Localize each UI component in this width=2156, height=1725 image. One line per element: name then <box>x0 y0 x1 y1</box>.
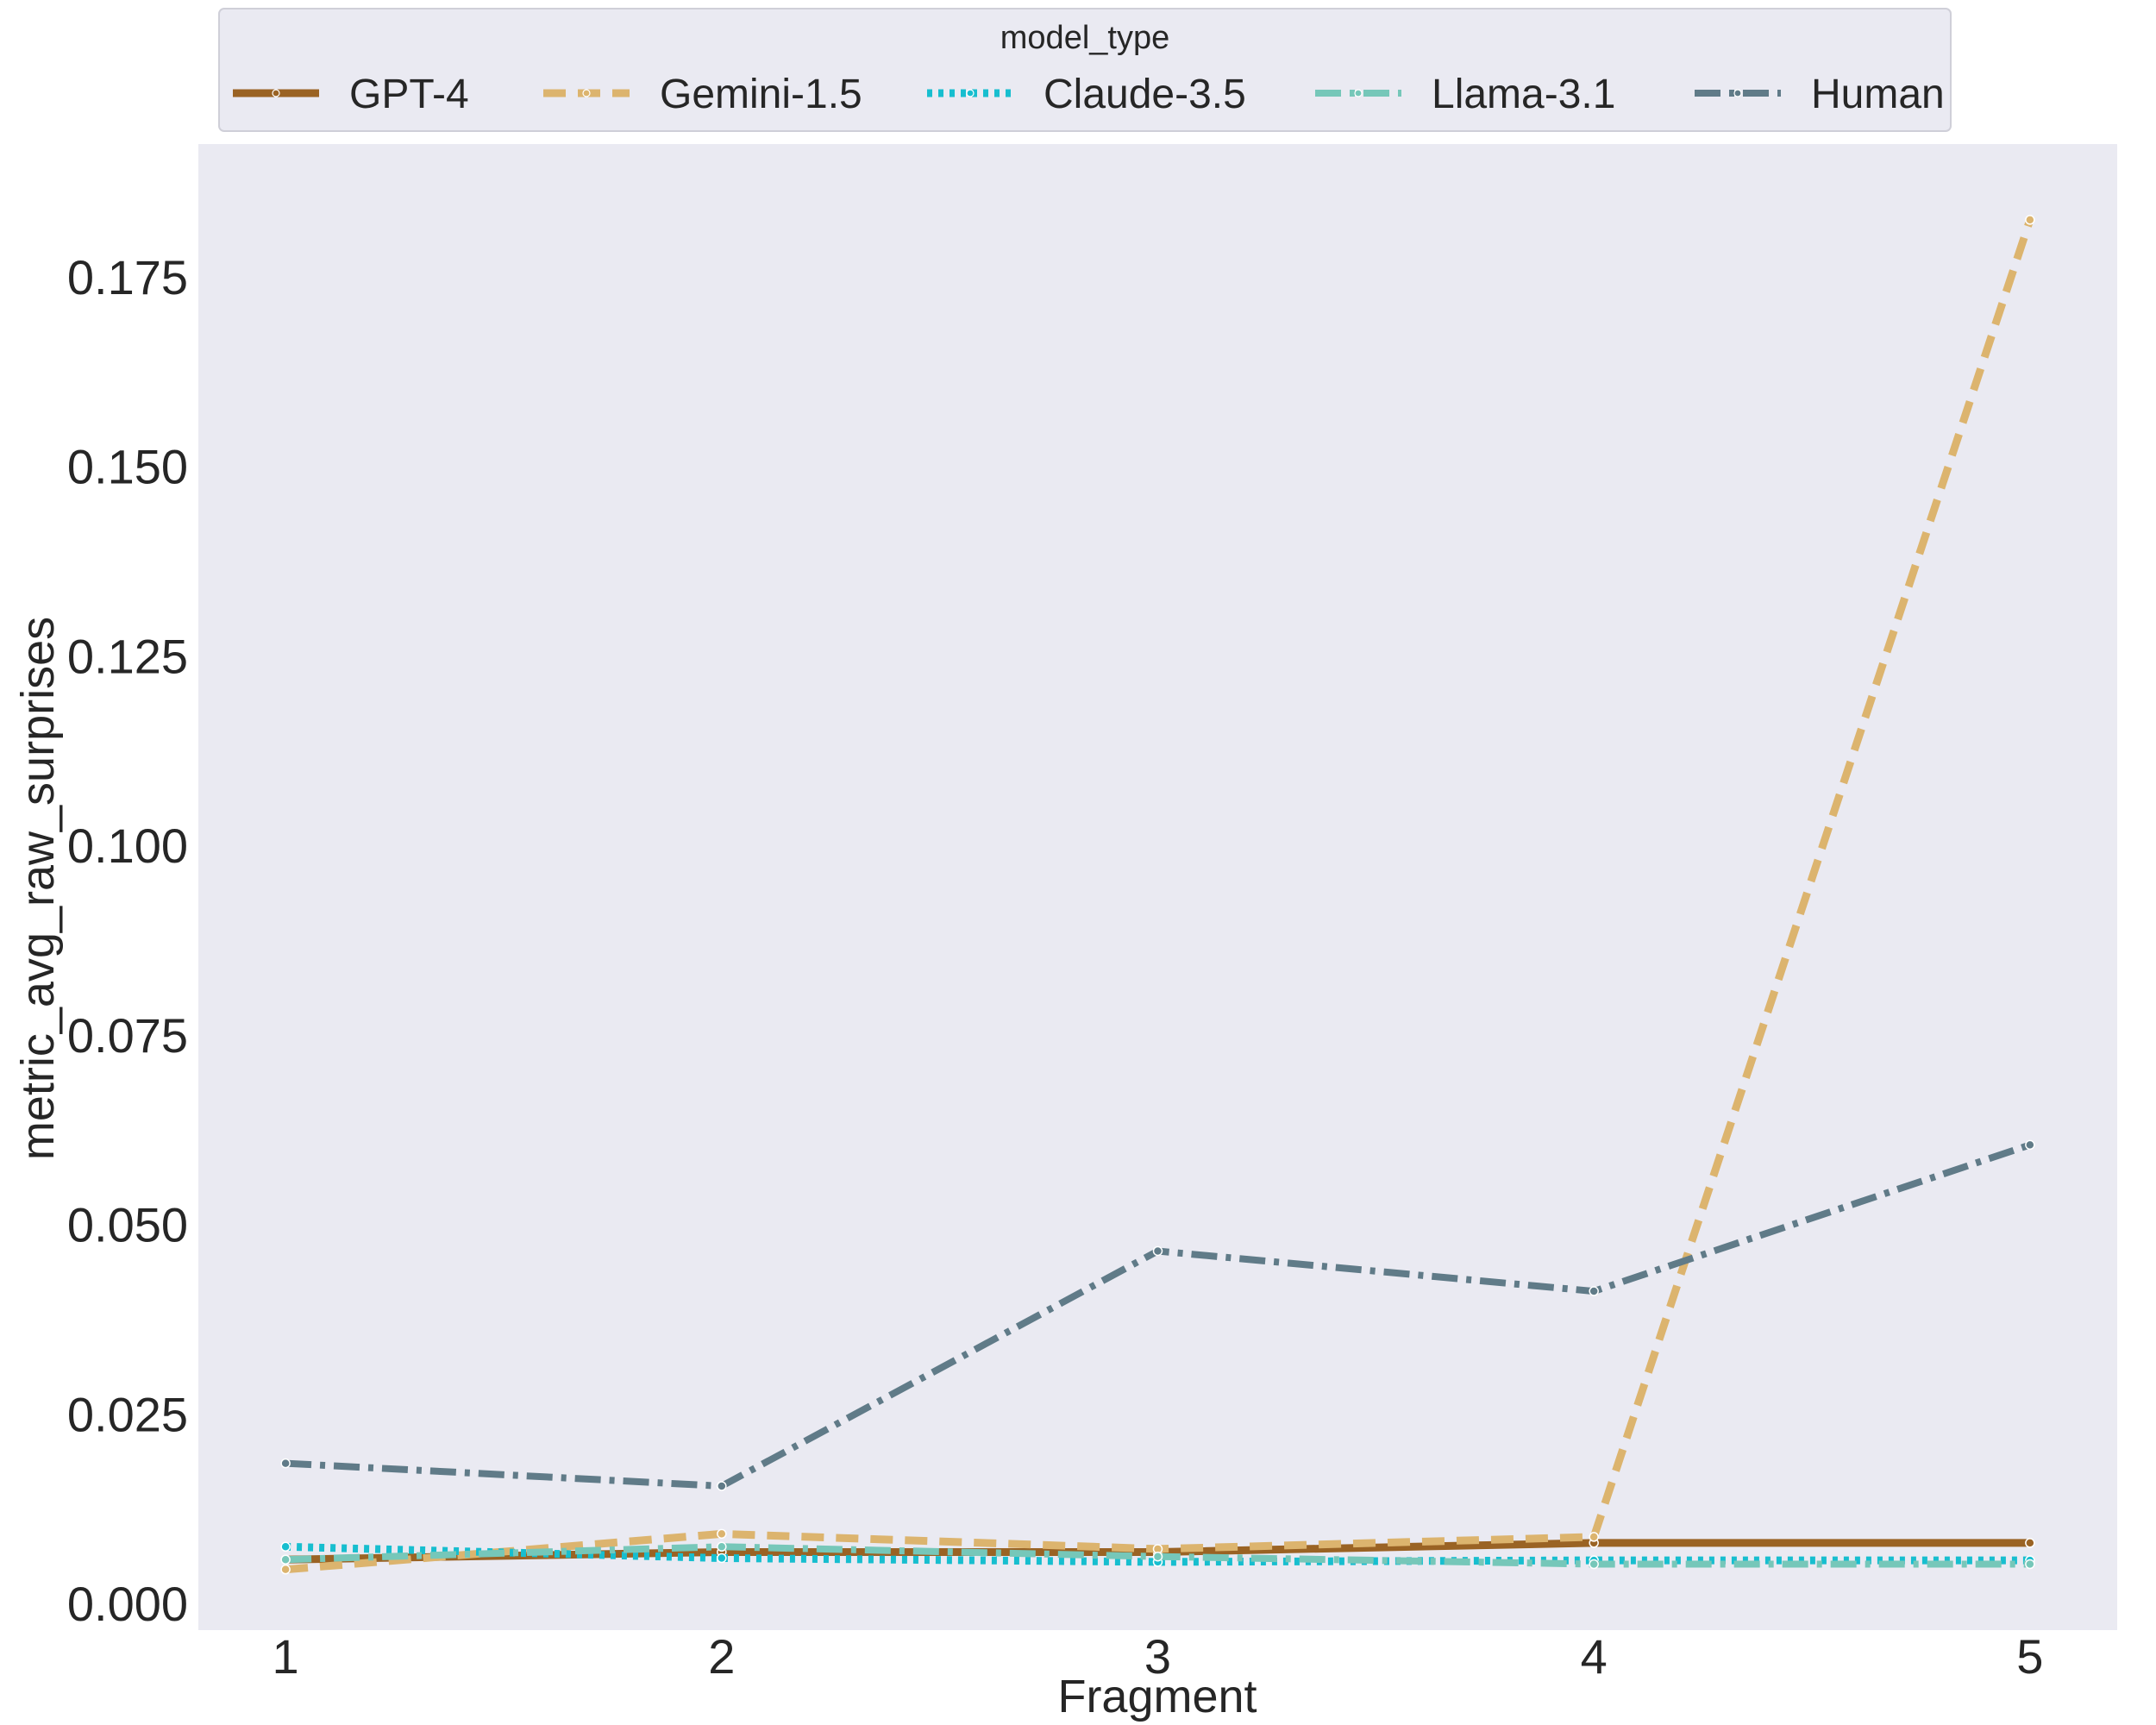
x-tick-label: 5 <box>2016 1629 2043 1684</box>
data-point-claude-3-5 <box>280 1541 291 1552</box>
legend-label-claude-3-5: Claude-3.5 <box>1044 72 1246 117</box>
y-tick-label: 0.025 <box>67 1387 188 1441</box>
data-point-llama-3-1 <box>1152 1551 1163 1562</box>
y-axis-title: metric_avg_raw_surprises <box>12 617 64 1160</box>
data-point-gpt-4 <box>2025 1538 2035 1548</box>
legend-marker-gpt-4 <box>272 89 280 97</box>
data-point-gemini-1-5 <box>280 1564 291 1575</box>
data-point-llama-3-1 <box>280 1554 291 1565</box>
x-tick-label: 3 <box>1144 1629 1171 1684</box>
series-layer <box>280 215 2035 1575</box>
legend-label-gemini-1-5: Gemini-1.5 <box>660 72 862 117</box>
data-point-human <box>2025 1139 2035 1151</box>
y-axis-ticks: 0.000 0.025 0.050 0.075 0.100 0.125 0.150 0.175 <box>67 250 188 1631</box>
legend-label-llama-3-1: Llama-3.1 <box>1432 72 1615 117</box>
data-point-llama-3-1 <box>1589 1559 1599 1570</box>
y-tick-label: 0.125 <box>67 629 188 683</box>
y-tick-label: 0.175 <box>67 250 188 304</box>
y-tick-label: 0.075 <box>67 1008 188 1063</box>
y-tick-label: 0.050 <box>67 1198 188 1252</box>
legend-marker-llama-3-1 <box>1354 89 1363 97</box>
data-point-human <box>1152 1245 1163 1257</box>
data-point-gemini-1-5 <box>1589 1532 1599 1542</box>
legend-label-gpt-4: GPT-4 <box>349 72 469 117</box>
legend-label-human: Human <box>1811 72 1945 117</box>
y-tick-label: 0.000 <box>67 1577 188 1631</box>
legend-marker-claude-3-5 <box>966 89 975 97</box>
x-tick-label: 4 <box>1581 1629 1608 1684</box>
data-point-human <box>717 1481 727 1491</box>
y-tick-label: 0.150 <box>67 440 188 494</box>
data-point-human <box>280 1458 291 1469</box>
data-point-human <box>1589 1286 1599 1296</box>
data-point-gemini-1-5 <box>2025 215 2035 225</box>
legend-title: model_type <box>1000 20 1169 56</box>
plot-background <box>198 144 2117 1630</box>
x-tick-label: 1 <box>273 1629 299 1684</box>
legend-items: GPT-4 Gemini-1.5 Claude-3.5 Llama-3.1 Human <box>233 72 1945 117</box>
legend-marker-human <box>1733 89 1742 97</box>
y-tick-label: 0.100 <box>67 819 188 873</box>
x-axis-ticks: 1 2 3 4 5 <box>273 1629 2044 1684</box>
x-tick-label: 2 <box>708 1629 735 1684</box>
x-axis-title: Fragment <box>1057 1671 1257 1722</box>
data-point-llama-3-1 <box>2025 1559 2035 1570</box>
legend-marker-gemini-1-5 <box>582 89 591 97</box>
data-point-gemini-1-5 <box>717 1528 727 1540</box>
legend-box <box>218 8 1952 132</box>
data-point-claude-3-5 <box>717 1552 727 1564</box>
data-point-llama-3-1 <box>717 1541 727 1552</box>
legend: model_type GPT-4 Gemini-1.5 Claude-3.5 Llam… <box>218 8 1952 132</box>
